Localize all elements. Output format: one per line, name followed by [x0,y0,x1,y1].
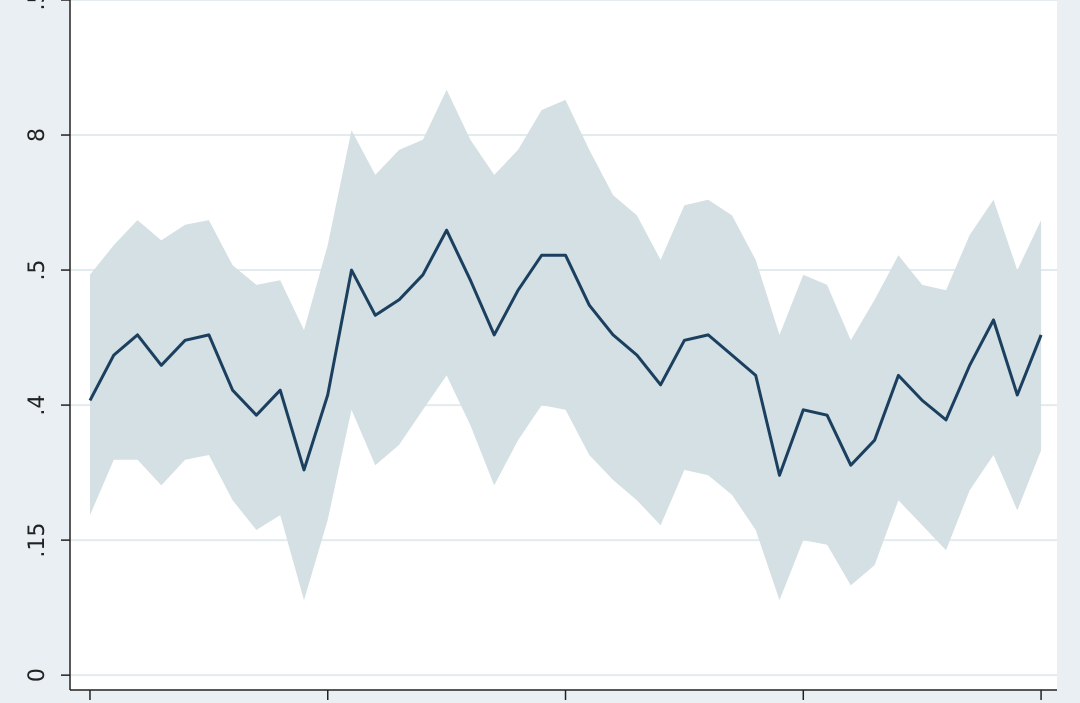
confidence-band [90,89,1042,601]
line [88,228,1043,477]
y-tick-label: .5 [25,0,50,11]
y-tick-label: 8 [25,128,50,142]
y-tick-label: .5 [25,260,50,281]
y-tick-label: 0 [25,668,50,682]
y-tick-label: .15 [25,523,50,558]
y-tick-label: .4 [25,395,50,416]
